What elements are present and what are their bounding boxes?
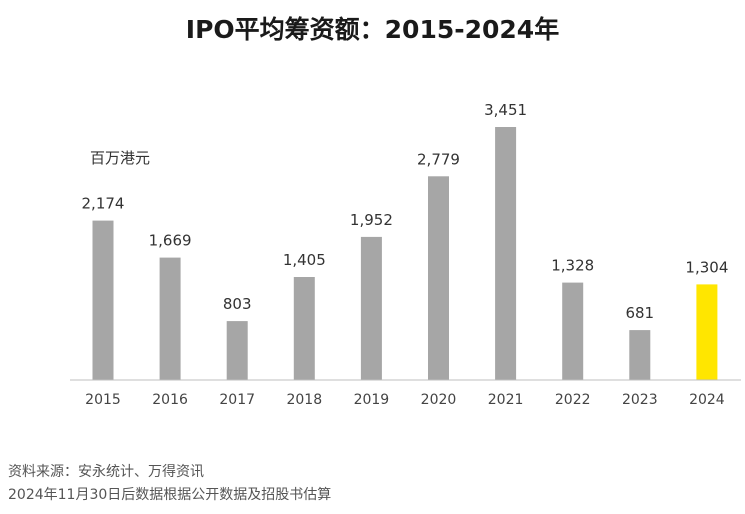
bar-2018 <box>293 277 315 380</box>
source-note: 资料来源：安永统计、万得资讯 <box>8 464 204 480</box>
data-label-2015: 2,174 <box>82 195 125 213</box>
data-label-2020: 2,779 <box>417 150 460 168</box>
x-tick-label-2019: 2019 <box>354 392 390 408</box>
x-tick-label-2022: 2022 <box>555 392 591 408</box>
x-tick-label-2016: 2016 <box>152 392 188 408</box>
x-tick-label-2020: 2020 <box>421 392 457 408</box>
bar-2023 <box>629 330 651 380</box>
x-tick-labels-group: 2015 2016 2017 2018 2019 2020 2021 2022 2023 2024 <box>85 392 725 408</box>
bar-2022 <box>562 282 584 380</box>
data-label-2024: 1,304 <box>685 258 728 276</box>
data-label-2016: 1,669 <box>149 232 192 250</box>
data-label-2021: 3,451 <box>484 101 527 119</box>
x-tick-label-2015: 2015 <box>85 392 121 408</box>
bars-group <box>92 127 718 380</box>
x-tick-label-2024: 2024 <box>689 392 725 408</box>
chart-title: IPO平均筹资额：2015-2024年 <box>185 15 560 44</box>
data-label-2017: 803 <box>223 295 252 313</box>
data-label-2023: 681 <box>625 304 654 322</box>
bar-2021 <box>495 127 517 380</box>
bar-2024 <box>696 284 718 380</box>
data-label-2019: 1,952 <box>350 211 393 229</box>
x-tick-label-2018: 2018 <box>286 392 322 408</box>
x-tick-label-2021: 2021 <box>488 392 524 408</box>
data-label-2018: 1,405 <box>283 251 326 269</box>
x-tick-label-2017: 2017 <box>219 392 255 408</box>
bar-2017 <box>226 321 248 380</box>
bar-chart: 百万港元 2,174 1,669 803 1,405 1,952 2,779 3,451 1,… <box>70 101 741 408</box>
unit-label: 百万港元 <box>90 149 150 167</box>
bar-2019 <box>360 236 382 380</box>
bar-2020 <box>428 176 449 380</box>
x-tick-label-2023: 2023 <box>622 392 658 408</box>
data-label-2022: 1,328 <box>551 257 594 275</box>
value-labels-group: 2,174 1,669 803 1,405 1,952 2,779 3,451 1,328 68… <box>82 101 729 322</box>
estimate-note: 2024年11月30日后数据根据公开数据及招股书估算 <box>8 487 332 503</box>
bar-2016 <box>159 257 181 380</box>
bar-2015 <box>92 220 114 380</box>
